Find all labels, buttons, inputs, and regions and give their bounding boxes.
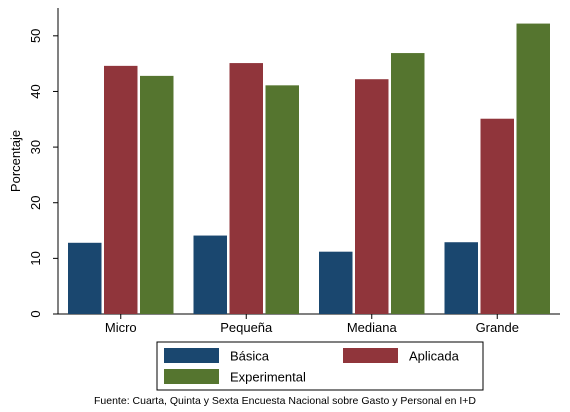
- legend-label-experimental: Experimental: [230, 370, 306, 385]
- y-tick-label: 0: [28, 310, 43, 317]
- source-note: Fuente: Cuarta, Quinta y Sexta Encuesta …: [94, 395, 476, 407]
- y-tick-label: 40: [28, 84, 43, 98]
- bar-aplicada-mediana: [355, 79, 389, 315]
- bar-experimental-micro: [140, 75, 174, 314]
- legend-swatch-bsica: [164, 348, 219, 363]
- bar-aplicada-micro: [104, 65, 138, 314]
- bar-bsica-grande: [444, 242, 478, 314]
- y-axis-label: Porcentaje: [8, 130, 23, 192]
- legend-label-aplicada: Aplicada: [409, 349, 460, 364]
- y-tick-label: 50: [28, 29, 43, 43]
- bar-bsica-pequea: [193, 235, 227, 314]
- legend-swatch-experimental: [164, 369, 219, 384]
- bar-bsica-micro: [68, 242, 102, 314]
- bar-aplicada-grande: [480, 118, 514, 314]
- y-axis-ticks: 0 10 20 30 40 50: [28, 29, 58, 318]
- bar-aplicada-pequea: [229, 63, 263, 314]
- bar-bsica-mediana: [319, 251, 353, 314]
- legend-swatch-aplicada: [343, 348, 398, 363]
- x-axis-ticks: Micro Pequeña Mediana Grande: [105, 314, 519, 335]
- y-tick-label: 30: [28, 140, 43, 154]
- x-tick-label-mediana: Mediana: [347, 320, 398, 335]
- bars-group: [68, 23, 550, 315]
- y-tick-label: 20: [28, 195, 43, 209]
- x-tick-label-grande: Grande: [476, 320, 519, 335]
- legend: Básica Aplicada Experimental: [156, 341, 484, 391]
- legend-label-bsica: Básica: [230, 349, 270, 364]
- bar-experimental-grande: [516, 23, 550, 314]
- x-tick-label-pequea: Pequeña: [220, 320, 273, 335]
- bar-experimental-mediana: [391, 53, 425, 314]
- x-tick-label-micro: Micro: [105, 320, 137, 335]
- y-tick-label: 10: [28, 251, 43, 265]
- bar-experimental-pequea: [265, 85, 299, 314]
